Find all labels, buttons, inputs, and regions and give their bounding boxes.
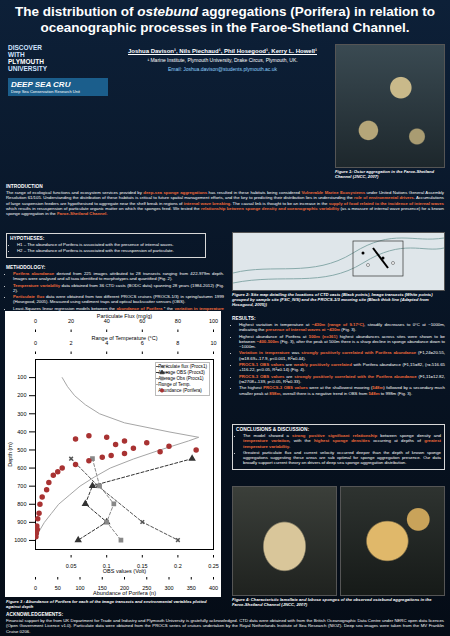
svg-text:600: 600 <box>17 465 26 471</box>
svg-text:0: 0 <box>34 318 37 324</box>
svg-text:0: 0 <box>34 340 37 346</box>
svg-text:Range of Temperature (°C): Range of Temperature (°C) <box>92 335 158 341</box>
svg-text:500: 500 <box>17 447 26 453</box>
svg-text:0.2: 0.2 <box>174 563 182 569</box>
svg-text:100: 100 <box>75 585 84 591</box>
svg-text:10: 10 <box>210 340 216 346</box>
svg-text:20: 20 <box>68 318 74 324</box>
svg-text:100: 100 <box>17 374 26 380</box>
svg-text:400: 400 <box>17 429 26 435</box>
svg-text:0: 0 <box>34 585 37 591</box>
svg-text:50: 50 <box>55 585 61 591</box>
svg-text:0.25: 0.25 <box>208 563 219 569</box>
svg-text:800: 800 <box>17 501 26 507</box>
svg-text:400: 400 <box>209 585 218 591</box>
svg-text:0.05: 0.05 <box>66 563 77 569</box>
svg-text:300: 300 <box>17 411 26 417</box>
svg-text:200: 200 <box>17 392 26 398</box>
svg-text:700: 700 <box>17 483 26 489</box>
svg-text:350: 350 <box>187 585 196 591</box>
svg-text:80: 80 <box>175 318 181 324</box>
svg-text:8: 8 <box>176 340 179 346</box>
svg-text:1000: 1000 <box>14 537 26 543</box>
svg-text:Abundance of Porifera (n): Abundance of Porifera (n) <box>93 590 156 596</box>
svg-text:Depth (m): Depth (m) <box>7 442 13 467</box>
svg-text:100: 100 <box>209 318 218 324</box>
svg-text:900: 900 <box>17 519 26 525</box>
svg-text:2: 2 <box>70 340 73 346</box>
svg-text:OBS values (Volt): OBS values (Volt) <box>103 568 147 574</box>
svg-text:300: 300 <box>164 585 173 591</box>
svg-text:Particulate Flux (mg/g): Particulate Flux (mg/g) <box>97 313 152 319</box>
